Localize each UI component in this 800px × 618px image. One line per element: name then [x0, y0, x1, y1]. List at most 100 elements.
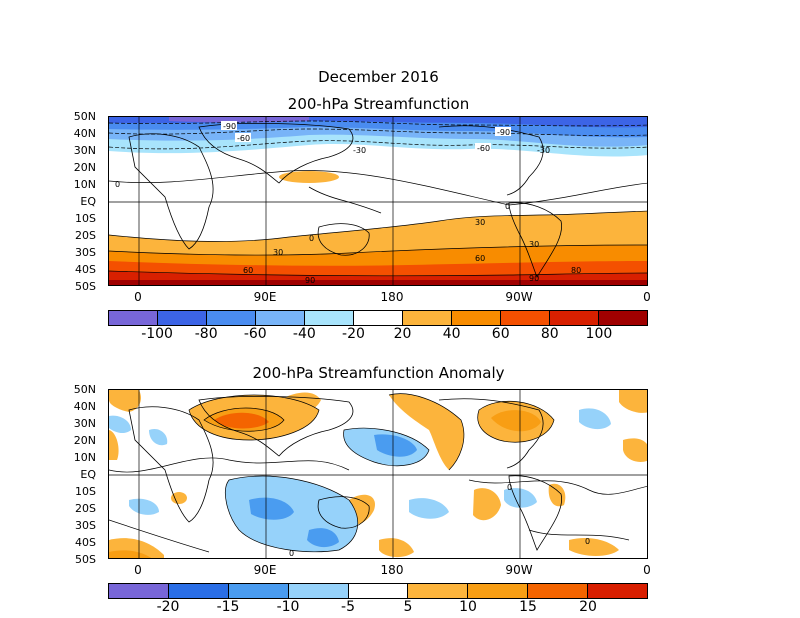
lat-label: 50N [73, 383, 96, 396]
contour-label: 0 [289, 549, 294, 558]
contour-label: -90 [497, 128, 510, 137]
lon-label: 180 [380, 563, 404, 577]
colorbar-label: -20 [156, 599, 180, 615]
panel2-title: 200-hPa Streamfunction Anomaly [252, 364, 505, 382]
panel2-contour-labels: 0 0 0 [289, 483, 590, 558]
lon-label: 0 [134, 563, 142, 577]
contour-label: -90 [223, 122, 236, 131]
lon-label: 0 [643, 563, 651, 577]
lat-label: EQ [80, 468, 96, 481]
colorbar-label: 15 [519, 599, 537, 615]
colorbar-swatch [109, 311, 158, 325]
contour-label: -30 [537, 146, 550, 155]
panel1-map: -90 -60 -30 0 -90 -60 -30 0 30 60 90 30 … [108, 116, 648, 286]
colorbar-label: -10 [276, 599, 300, 615]
panel1-contour-labels: -90 -60 -30 0 -90 -60 -30 0 30 60 90 30 … [115, 121, 581, 285]
colorbar-label: 10 [459, 599, 477, 615]
panel1-colorbar [108, 310, 648, 326]
lat-label: 10S [75, 212, 96, 225]
lat-label: 10S [75, 485, 96, 498]
colorbar-swatch [109, 584, 169, 598]
lat-label: 50S [75, 280, 96, 293]
lat-label: 40S [75, 536, 96, 549]
lat-label: 10N [73, 178, 96, 191]
panel2-colorbar [108, 583, 648, 599]
lat-label: 20N [73, 161, 96, 174]
contour-label: 30 [529, 240, 539, 249]
contour-label: 0 [585, 537, 590, 546]
colorbar-swatch [348, 584, 409, 598]
colorbar-label: 20 [393, 326, 412, 342]
lon-label: 90E [253, 290, 277, 304]
coastlines [128, 395, 563, 551]
contour-label: 0 [115, 180, 120, 189]
lat-label: 30S [75, 519, 96, 532]
lon-label: 90W [505, 290, 533, 304]
colorbar-swatch [207, 311, 256, 325]
contour-label: 0 [507, 483, 512, 492]
colorbar-label: 60 [491, 326, 510, 342]
colorbar-swatch [408, 584, 469, 598]
colorbar-swatch [468, 584, 529, 598]
contour-label: -60 [477, 144, 490, 153]
lat-label: 30S [75, 246, 96, 259]
lat-label: 20S [75, 502, 96, 515]
lon-label: 90W [505, 563, 533, 577]
lat-label: 20N [73, 434, 96, 447]
lat-label: 40S [75, 263, 96, 276]
contour-label: 0 [505, 202, 510, 211]
lat-label: 20S [75, 229, 96, 242]
lon-label: 0 [134, 290, 142, 304]
lat-label: 40N [73, 400, 96, 413]
contour-label: 60 [475, 254, 485, 263]
colorbar-label: -40 [292, 326, 316, 342]
colorbar-swatch [354, 311, 403, 325]
lat-label: 10N [73, 451, 96, 464]
contour-label: 30 [475, 218, 485, 227]
contour-label: 60 [243, 266, 253, 275]
colorbar-label: 40 [442, 326, 461, 342]
colorbar-swatch [228, 584, 289, 598]
lat-label: EQ [80, 195, 96, 208]
colorbar-swatch [588, 584, 648, 598]
colorbar-label: -80 [194, 326, 218, 342]
colorbar-label: 5 [403, 599, 413, 615]
colorbar-swatch [501, 311, 550, 325]
colorbar-label: -5 [341, 599, 355, 615]
lat-label: 50S [75, 553, 96, 566]
colorbar-swatch [288, 584, 349, 598]
contour-label: -60 [237, 134, 250, 143]
lon-label: 0 [643, 290, 651, 304]
colorbar-label: -15 [216, 599, 240, 615]
colorbar-label: -100 [141, 326, 173, 342]
colorbar-swatch [599, 311, 647, 325]
lat-label: 30N [73, 144, 96, 157]
contour-label: 0 [309, 234, 314, 243]
coastlines [128, 122, 563, 278]
panel1-map-svg: -90 -60 -30 0 -90 -60 -30 0 30 60 90 30 … [109, 117, 647, 285]
colorbar-label: 100 [585, 326, 613, 342]
contour-label: 30 [273, 248, 283, 257]
colorbar-swatch [403, 311, 452, 325]
contour-label: 90 [305, 276, 315, 285]
panel2-map: 0 0 0 [108, 389, 648, 559]
colorbar-swatch [256, 311, 305, 325]
lat-label: 30N [73, 417, 96, 430]
contour-label: -30 [353, 146, 366, 155]
colorbar-swatch [168, 584, 229, 598]
colorbar-label: -60 [243, 326, 267, 342]
contour-label: 90 [529, 274, 539, 283]
colorbar-label: 20 [579, 599, 597, 615]
colorbar-swatch [550, 311, 599, 325]
panel2-map-svg: 0 0 0 [109, 390, 647, 558]
colorbar-swatch [158, 311, 207, 325]
colorbar-swatch [452, 311, 501, 325]
lon-label: 180 [380, 290, 404, 304]
lon-label: 90E [253, 563, 277, 577]
lat-label: 40N [73, 127, 96, 140]
panel1-title: 200-hPa Streamfunction [287, 95, 470, 113]
colorbar-label: 80 [540, 326, 559, 342]
colorbar-label: -20 [342, 326, 365, 342]
contour-label: 80 [571, 266, 581, 275]
colorbar-swatch [528, 584, 589, 598]
